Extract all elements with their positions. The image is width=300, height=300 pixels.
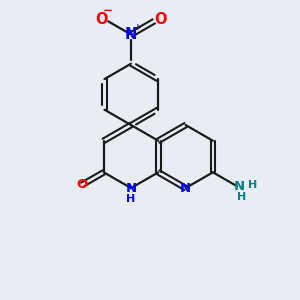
Text: N: N — [125, 182, 136, 195]
Text: N: N — [234, 180, 245, 193]
Text: N: N — [125, 27, 137, 42]
Text: H: H — [237, 192, 246, 202]
Text: O: O — [154, 12, 167, 27]
Text: +: + — [134, 23, 141, 32]
Text: H: H — [248, 180, 258, 190]
Text: O: O — [76, 178, 88, 191]
Text: O: O — [96, 12, 108, 27]
Text: −: − — [103, 4, 112, 17]
Text: N: N — [180, 182, 191, 195]
Text: H: H — [126, 194, 136, 204]
